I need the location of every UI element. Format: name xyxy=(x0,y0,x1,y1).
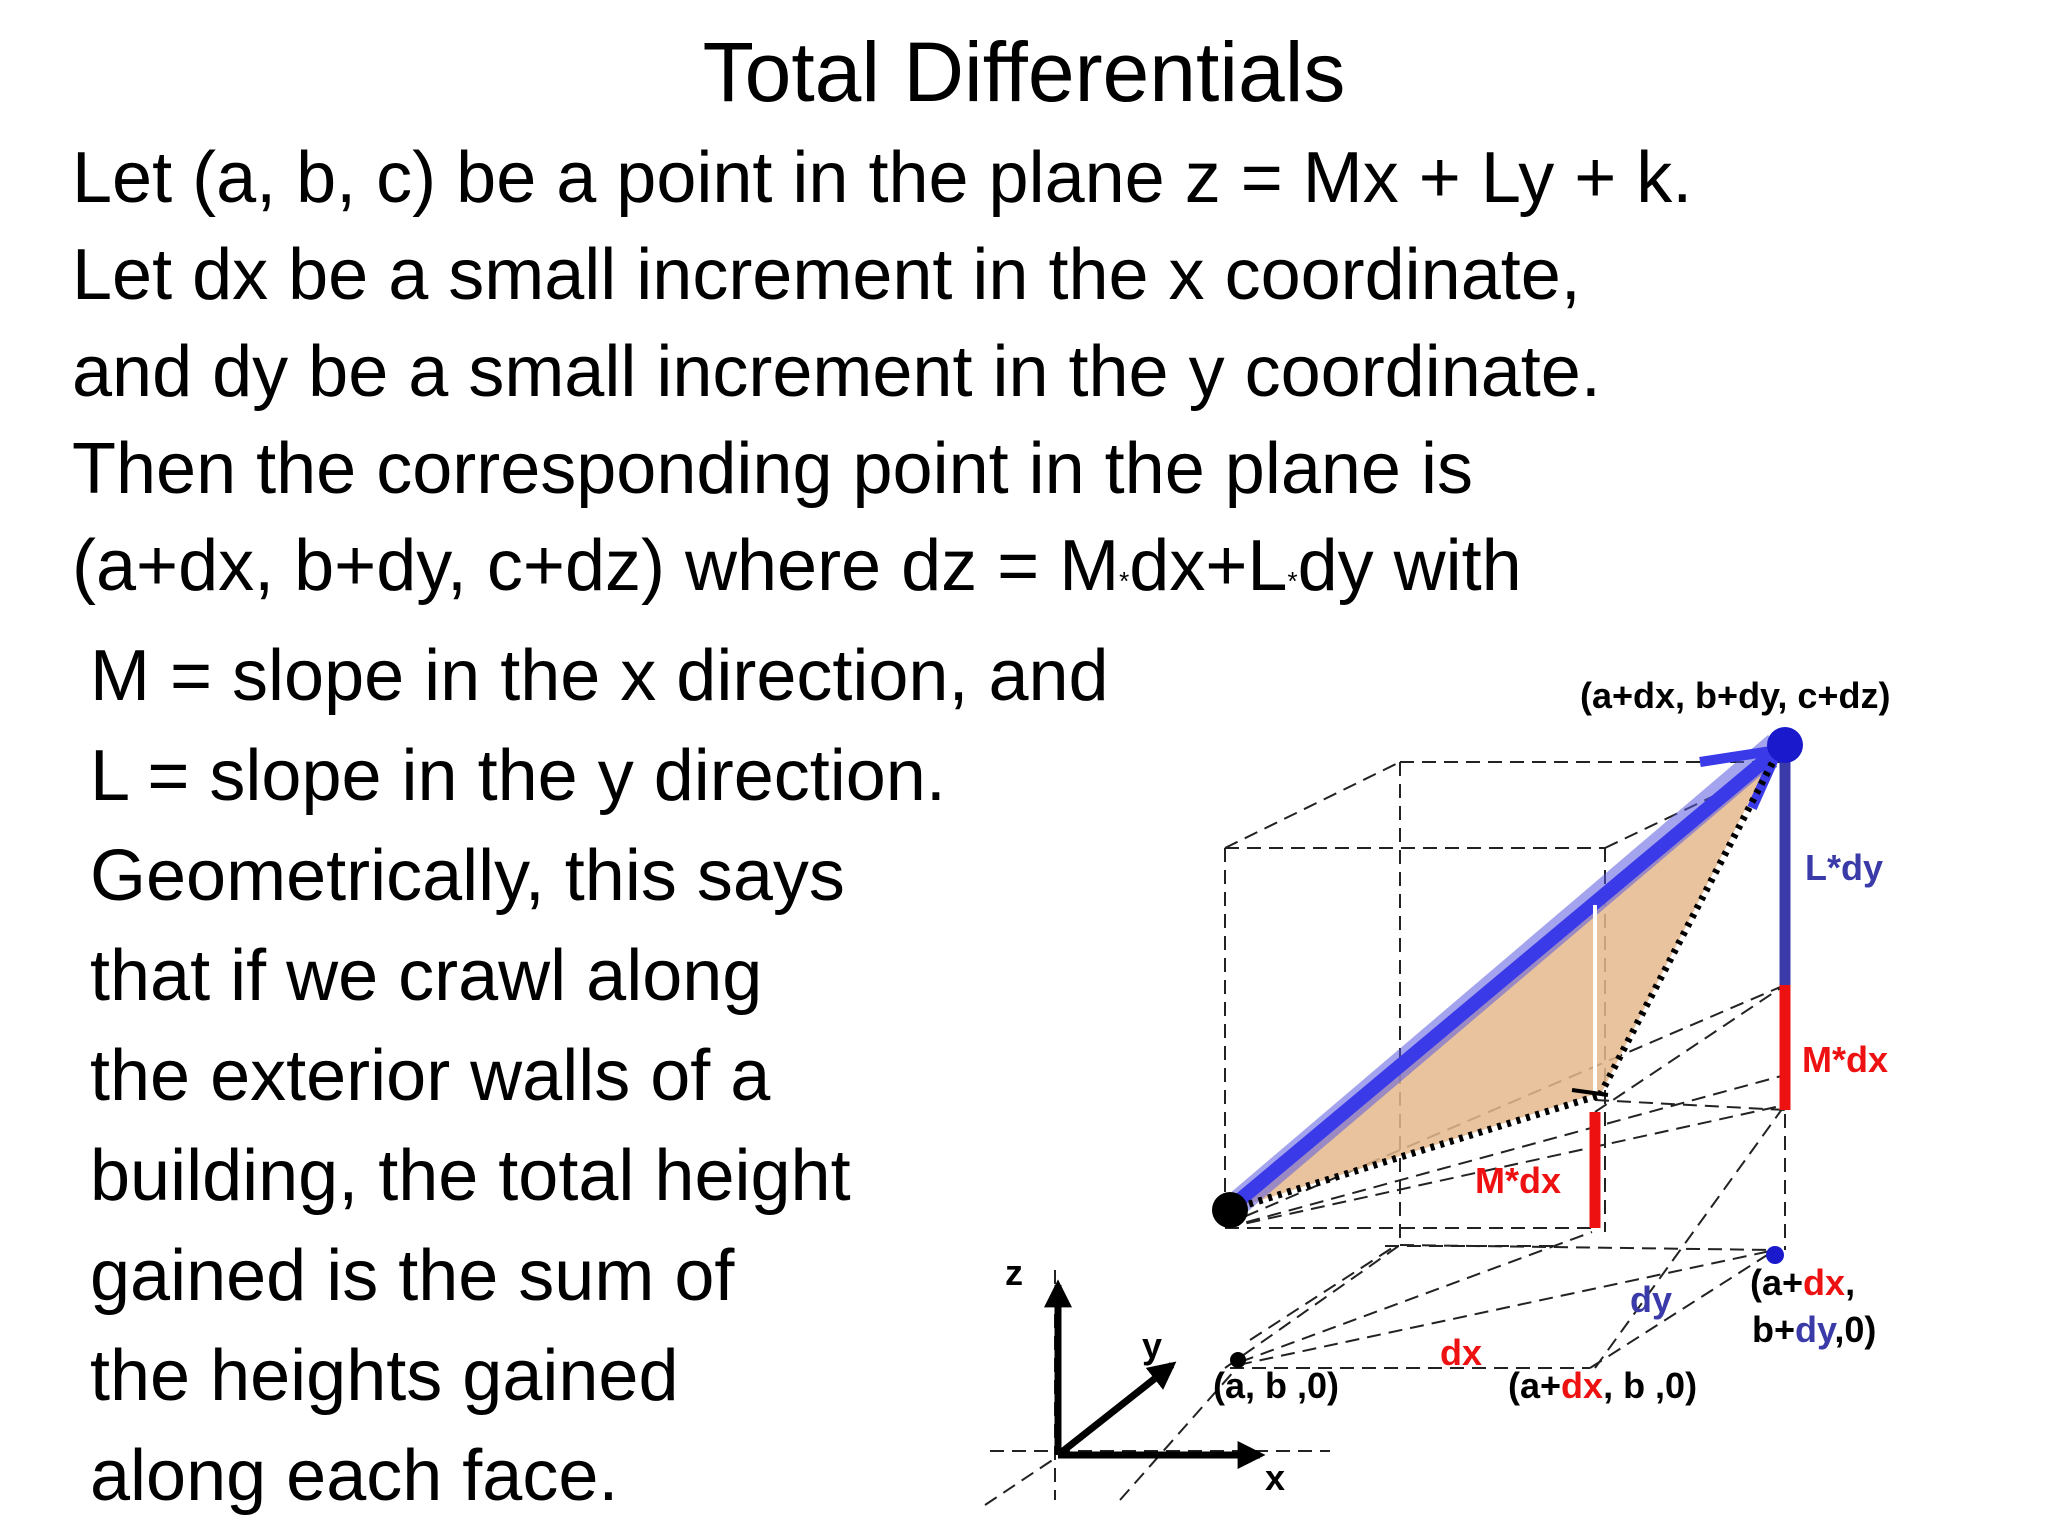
l-slope-line: L = slope in the y direction. xyxy=(90,736,946,816)
l-dy-label: L*dy xyxy=(1805,847,1883,888)
intro-line-4: Then the corresponding point in the plan… xyxy=(72,429,1473,509)
dx-label: dx xyxy=(1440,1332,1482,1373)
explanation-text: M = slope in the x direction, and L = sl… xyxy=(90,626,1109,1526)
axis-y-label: y xyxy=(1142,1325,1162,1366)
base-point-ab xyxy=(1230,1352,1246,1368)
multiply-star-2: * xyxy=(1287,566,1298,596)
line5-part-b: dx+L xyxy=(1129,526,1288,606)
geometry-line-5: gained is the sum of xyxy=(90,1236,735,1316)
corner-label-line-2: b+dy,0) xyxy=(1752,1309,1876,1350)
intro-line-5: (a+dx, b+dy, c+dz) where dz = M*dx+L*dy … xyxy=(72,518,1692,615)
geometry-line-7: along each face. xyxy=(90,1436,619,1516)
wireframe-box xyxy=(984,761,1786,1506)
coordinate-axes xyxy=(1044,1279,1266,1469)
geometry-line-6: the heights gained xyxy=(90,1336,679,1416)
blue-diagonal-arrow xyxy=(1223,745,1782,1215)
geometry-line-1: Geometrically, this says xyxy=(90,836,845,916)
line5-part-a: (a+dx, b+dy, c+dz) where dz = M xyxy=(72,526,1120,606)
geometry-line-2: that if we crawl along xyxy=(90,936,763,1016)
intro-line-1: Let (a, b, c) be a point in the plane z … xyxy=(72,138,1693,218)
m-slope-line: M = slope in the x direction, and xyxy=(90,636,1109,716)
intro-line-3: and dy be a small increment in the y coo… xyxy=(72,332,1601,412)
axis-x-label: x xyxy=(1265,1457,1285,1498)
start-point xyxy=(1212,1192,1248,1228)
dy-label: dy xyxy=(1630,1279,1672,1320)
axis-z-label: z xyxy=(1005,1252,1023,1293)
arrow-tick xyxy=(1571,1088,1609,1097)
corner-label-line-1: (a+dx, xyxy=(1750,1262,1855,1303)
geometry-line-4: building, the total height xyxy=(90,1136,851,1216)
m-dx-right-label: M*dx xyxy=(1802,1039,1888,1080)
line5-part-c: dy with xyxy=(1297,526,1522,606)
base-adx-label: (a+dx, b ,0) xyxy=(1508,1365,1697,1406)
base-a-label: (a, b ,0) xyxy=(1213,1365,1339,1406)
multiply-star-1: * xyxy=(1119,566,1130,596)
dotted-path xyxy=(1228,750,1782,1214)
m-dx-mid-label: M*dx xyxy=(1475,1160,1561,1201)
page-title: Total Differentials xyxy=(702,25,1346,119)
base-point-corner xyxy=(1766,1246,1784,1264)
intro-line-2: Let dx be a small increment in the x coo… xyxy=(72,235,1581,315)
geometry-line-3: the exterior walls of a xyxy=(90,1036,771,1116)
top-point-label: (a+dx, b+dy, c+dz) xyxy=(1580,675,1890,716)
intro-paragraph: Let (a, b, c) be a point in the plane z … xyxy=(72,130,1692,615)
end-point xyxy=(1767,727,1803,763)
